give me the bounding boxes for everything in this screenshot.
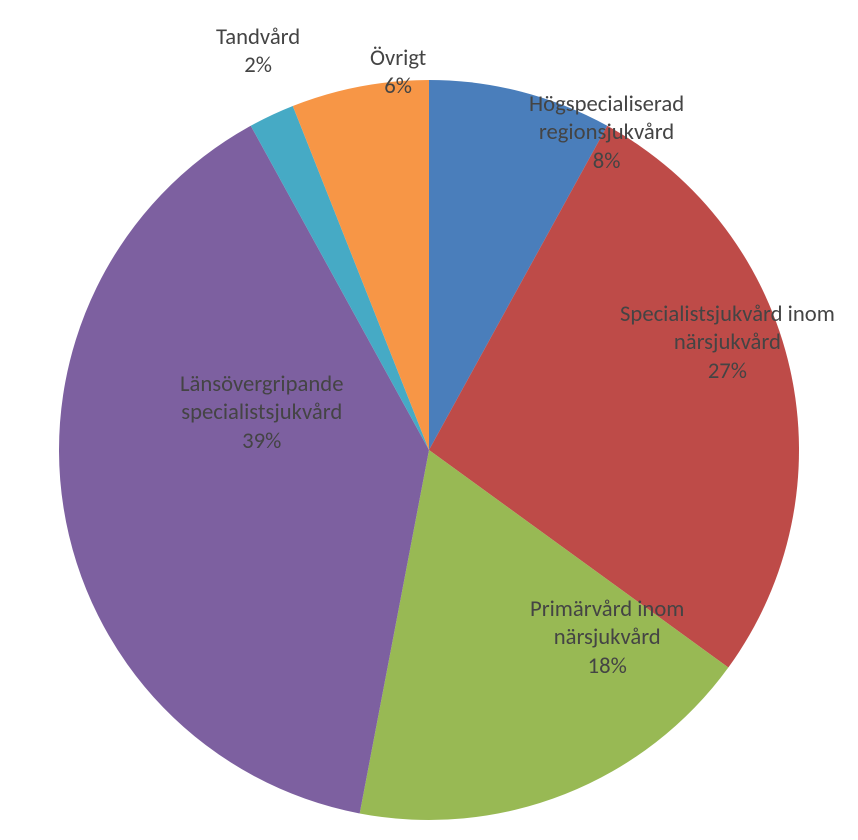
- pie-chart-svg: [0, 0, 858, 840]
- pie-chart-container: Högspecialiserad regionsjukvård 8%Specia…: [0, 0, 858, 840]
